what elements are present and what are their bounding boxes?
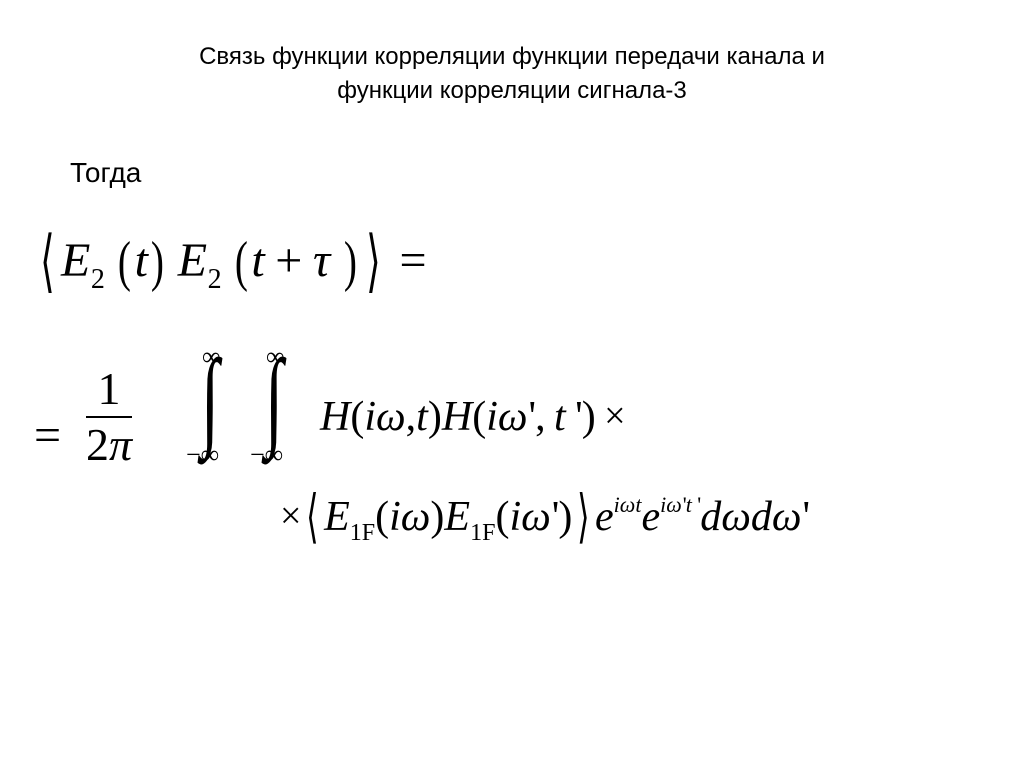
times-sign: × — [604, 395, 625, 437]
paren-left: ( — [495, 494, 509, 540]
comma: , — [406, 394, 417, 440]
double-integral: ∞ ∫ −∞ ∞ ∫ −∞ — [180, 348, 304, 448]
angle-bracket-left: ⟨ — [40, 222, 55, 301]
limit-lower: −∞ — [250, 440, 283, 470]
sym-E: E — [324, 494, 350, 540]
paren-right: ) — [582, 394, 596, 440]
sym-t: t — [251, 234, 265, 287]
angle-bracket-right: ⟩ — [366, 222, 381, 301]
prime: ' — [529, 394, 537, 440]
sym-omega: ω — [401, 494, 431, 540]
lead-word: Тогда — [70, 157, 994, 189]
sym-H: H — [320, 394, 350, 440]
paren-left: ( — [118, 230, 131, 294]
subscript-1F: 1F — [470, 520, 495, 546]
sym-i: i — [364, 394, 376, 440]
sym-d: d — [700, 494, 721, 540]
paren-right: ) — [430, 494, 444, 540]
equation-2-line-1: H(iω,t)H(iω', t ') × — [320, 393, 626, 441]
fraction-1-over-2pi: 1 2π — [86, 366, 132, 468]
equation-2: = 1 2π ∞ ∫ −∞ ∞ ∫ −∞ H(iω,t)H(iω', t ') … — [30, 348, 994, 568]
plus-sign: + — [275, 234, 303, 287]
paren-right: ) — [344, 230, 357, 294]
comma: , — [535, 394, 546, 440]
subscript-1F: 1F — [350, 520, 375, 546]
sym-i: i — [509, 494, 521, 540]
sym-E: E — [61, 234, 91, 287]
integral-sign: ∫ — [201, 348, 219, 448]
title-line-2: функции корреляции сигнала-3 — [337, 77, 687, 104]
paren-right: ) — [428, 394, 442, 440]
sym-d: d — [751, 494, 772, 540]
sym-i: i — [486, 394, 498, 440]
fraction-bar — [86, 416, 132, 418]
sym-omega: ω — [521, 494, 551, 540]
slide-title: Связь функции корреляции функции передач… — [30, 40, 994, 107]
sym-t: t — [554, 394, 566, 440]
sym-e: e — [641, 494, 660, 540]
integral-1: ∞ ∫ −∞ — [180, 348, 240, 448]
times-sign: × — [280, 495, 301, 537]
sym-E: E — [444, 494, 470, 540]
sym-omega: ω — [721, 494, 751, 540]
title-line-1: Связь функции корреляции функции передач… — [199, 43, 825, 70]
sym-E: E — [178, 234, 208, 287]
sym-e: e — [595, 494, 614, 540]
angle-bracket-left: ⟨ — [307, 482, 319, 550]
sym-tau: τ — [313, 234, 331, 287]
paren-left: ( — [472, 394, 486, 440]
equals-sign: = — [399, 234, 427, 287]
paren-left: ( — [375, 494, 389, 540]
sym-i: i — [389, 494, 401, 540]
integral-sign: ∫ — [265, 348, 283, 448]
equation-1: ⟨E2 (t) E2 (t + τ )⟩ = — [34, 214, 994, 293]
prime: ' — [575, 394, 583, 440]
sym-t: t — [416, 394, 428, 440]
sym-t: t — [135, 234, 149, 287]
superscript-iwptp: iω't ' — [660, 492, 700, 517]
limit-lower: −∞ — [186, 440, 219, 470]
paren-right: ) — [151, 230, 164, 294]
equals-sign: = — [34, 408, 61, 463]
prime: ' — [552, 494, 560, 540]
sym-H: H — [442, 394, 472, 440]
sym-omega: ω — [772, 494, 802, 540]
angle-bracket-right: ⟩ — [577, 482, 589, 550]
integral-2: ∞ ∫ −∞ — [244, 348, 304, 448]
paren-right: ) — [558, 494, 572, 540]
fraction-numerator: 1 — [86, 366, 132, 412]
sym-omega: ω — [498, 394, 528, 440]
equation-2-line-2: ×⟨E1F(iω)E1F(iω')⟩eiωteiω't 'dωdω' — [280, 476, 809, 544]
paren-left: ( — [235, 230, 248, 294]
subscript-2: 2 — [208, 264, 223, 295]
sym-omega: ω — [376, 394, 406, 440]
prime: ' — [803, 494, 811, 540]
subscript-2: 2 — [91, 264, 106, 295]
paren-left: ( — [350, 394, 364, 440]
fraction-denominator: 2π — [86, 422, 132, 468]
superscript-iwt: iωt — [614, 492, 642, 517]
